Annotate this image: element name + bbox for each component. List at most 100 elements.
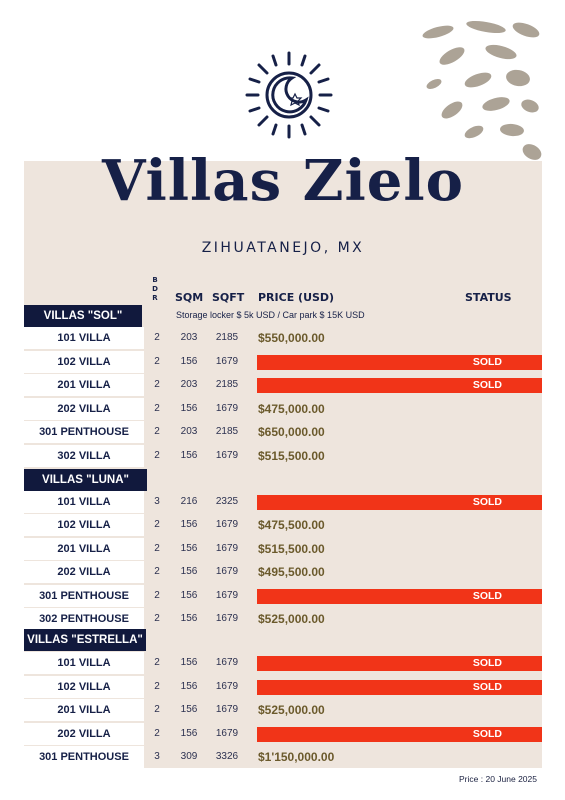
status-label: SOLD xyxy=(472,680,502,693)
status-badge: SOLD xyxy=(257,354,542,370)
unit-sqft: 1679 xyxy=(215,566,239,578)
unit-name: 202 VILLA xyxy=(24,397,144,420)
status-label: SOLD xyxy=(472,727,502,740)
unit-sqm: 156 xyxy=(180,727,198,739)
table-row: 101 VILLA 2 156 1679 SOLD xyxy=(24,652,542,674)
header-status: STATUS xyxy=(465,291,512,304)
unit-bedrooms: 2 xyxy=(154,566,160,578)
header-price: PRICE (USD) xyxy=(258,291,335,304)
unit-bedrooms: 2 xyxy=(154,450,160,461)
unit-sqm: 156 xyxy=(180,589,198,601)
unit-name: 202 VILLA xyxy=(24,722,144,745)
section-header: VILLAS "LUNA" xyxy=(24,469,147,491)
unit-name: 202 VILLA xyxy=(24,561,144,584)
unit-price: $650,000.00 xyxy=(258,425,325,440)
unit-sqft: 1679 xyxy=(215,402,239,414)
section-header: VILLAS "SOL" xyxy=(24,305,142,327)
unit-name: 301 PENTHOUSE xyxy=(24,584,144,607)
unit-name: 102 VILLA xyxy=(24,675,144,698)
unit-bedrooms: 2 xyxy=(154,727,160,739)
table-row: 201 VILLA 2 156 1679 $525,000.00 xyxy=(24,699,542,722)
unit-name: 301 PENTHOUSE xyxy=(24,421,144,444)
unit-name: 201 VILLA xyxy=(24,699,144,722)
unit-bedrooms: 2 xyxy=(154,426,160,438)
status-badge: SOLD xyxy=(257,726,542,742)
unit-price: $495,500.00 xyxy=(258,565,325,580)
unit-sqft: 1679 xyxy=(215,704,239,716)
unit-bedrooms: 2 xyxy=(154,680,160,692)
table-row: 102 VILLA 2 156 1679 $475,500.00 xyxy=(24,514,542,537)
unit-sqft: 1679 xyxy=(215,680,239,692)
table-row: 201 VILLA 2 203 2185 SOLD xyxy=(24,374,542,397)
unit-bedrooms: 2 xyxy=(154,379,160,391)
table-row: 302 PENTHOUSE 2 156 1679 $525,000.00 xyxy=(24,608,542,630)
status-badge: SOLD xyxy=(257,378,542,394)
unit-sqft: 3326 xyxy=(215,751,239,763)
unit-sqm: 156 xyxy=(180,680,198,692)
stone-blobs-decoration xyxy=(422,20,542,160)
section-header: VILLAS "ESTRELLA" xyxy=(24,629,146,651)
unit-name: 101 VILLA xyxy=(24,652,144,674)
table-row: 101 VILLA 2 203 2185 $550,000.00 xyxy=(24,327,542,349)
unit-bedrooms: 3 xyxy=(154,751,160,763)
status-badge: SOLD xyxy=(257,656,542,671)
unit-sqft: 2185 xyxy=(215,379,239,391)
extras-note: Storage locker $ 5k USD / Car park $ 15K… xyxy=(176,310,365,320)
header-sqft: SQFT xyxy=(212,291,245,304)
unit-sqft: 2325 xyxy=(215,496,239,507)
unit-price: $1'150,000.00 xyxy=(258,750,335,765)
unit-sqft: 1679 xyxy=(215,542,239,554)
table-row: 201 VILLA 2 156 1679 $515,500.00 xyxy=(24,537,542,560)
status-badge: SOLD xyxy=(257,588,542,604)
unit-name: 302 PENTHOUSE xyxy=(24,608,144,630)
unit-bedrooms: 2 xyxy=(154,402,160,414)
unit-sqm: 156 xyxy=(180,566,198,578)
unit-price: $515,500.00 xyxy=(258,541,325,556)
status-badge: SOLD xyxy=(257,679,542,695)
unit-sqm: 156 xyxy=(180,613,198,624)
unit-name: 201 VILLA xyxy=(24,537,144,560)
status-label: SOLD xyxy=(472,496,502,508)
table-row: 301 PENTHOUSE 3 309 3326 $1'150,000.00 xyxy=(24,746,542,769)
status-label: SOLD xyxy=(472,589,502,602)
unit-price: $475,000.00 xyxy=(258,401,325,416)
unit-bedrooms: 2 xyxy=(154,519,160,531)
header-bdr-text: B D R xyxy=(152,276,158,302)
unit-sqft: 1679 xyxy=(215,657,239,668)
unit-sqm: 203 xyxy=(180,379,198,391)
status-label: SOLD xyxy=(472,657,502,669)
table-row: 202 VILLA 2 156 1679 SOLD xyxy=(24,722,542,745)
unit-bedrooms: 2 xyxy=(154,589,160,601)
sun-moon-icon xyxy=(245,51,333,139)
unit-sqft: 1679 xyxy=(215,589,239,601)
unit-sqft: 1679 xyxy=(215,450,239,461)
unit-sqm: 156 xyxy=(180,704,198,716)
header-bdr: B D R xyxy=(151,276,159,303)
unit-name: 102 VILLA xyxy=(24,350,144,373)
unit-bedrooms: 2 xyxy=(154,542,160,554)
unit-price: $515,500.00 xyxy=(258,449,325,463)
unit-sqm: 309 xyxy=(180,751,198,763)
unit-name: 101 VILLA xyxy=(24,491,144,513)
unit-price: $550,000.00 xyxy=(258,331,325,345)
unit-sqm: 203 xyxy=(180,332,198,343)
status-badge: SOLD xyxy=(257,495,542,510)
unit-sqft: 2185 xyxy=(215,332,239,343)
table-row: 102 VILLA 2 156 1679 SOLD xyxy=(24,675,542,698)
unit-bedrooms: 2 xyxy=(154,613,160,624)
table-row: 202 VILLA 2 156 1679 $495,500.00 xyxy=(24,561,542,584)
table-row: 202 VILLA 2 156 1679 $475,000.00 xyxy=(24,397,542,420)
table-row: 101 VILLA 3 216 2325 SOLD xyxy=(24,491,542,513)
unit-sqm: 156 xyxy=(180,542,198,554)
unit-sqm: 156 xyxy=(180,450,198,461)
unit-bedrooms: 3 xyxy=(154,496,160,507)
page-subtitle: ZIHUATANEJO, MX xyxy=(201,240,365,256)
unit-sqm: 156 xyxy=(180,519,198,531)
table-row: 102 VILLA 2 156 1679 SOLD xyxy=(24,350,542,373)
table-row: 301 PENTHOUSE 2 156 1679 SOLD xyxy=(24,584,542,607)
unit-bedrooms: 2 xyxy=(154,332,160,343)
unit-sqft: 1679 xyxy=(215,355,239,367)
unit-price: $475,500.00 xyxy=(258,518,325,533)
unit-name: 102 VILLA xyxy=(24,514,144,537)
header-sqm: SQM xyxy=(175,291,204,304)
